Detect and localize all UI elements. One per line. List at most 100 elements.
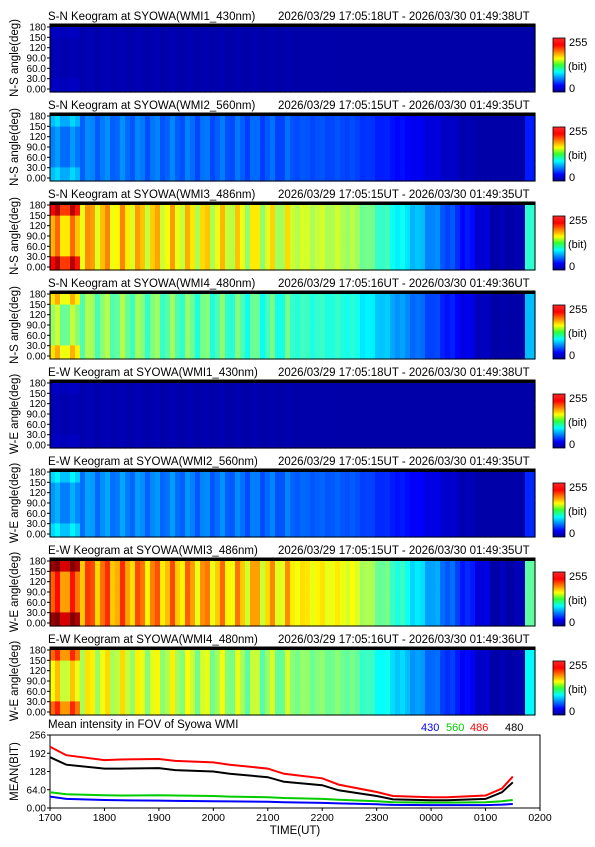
keogram-cell xyxy=(505,428,511,435)
colorbar: 255(bit)0 xyxy=(553,304,587,362)
keogram-cell xyxy=(370,352,376,359)
keogram-cell xyxy=(355,394,361,401)
keogram-cell xyxy=(255,421,261,428)
keogram-cell xyxy=(130,387,136,394)
keogram-cell xyxy=(505,345,511,352)
keogram-cell xyxy=(400,263,406,270)
keogram-cell xyxy=(135,298,141,305)
keogram-cell xyxy=(160,147,166,154)
keogram-cell xyxy=(355,428,361,435)
keogram-cell xyxy=(440,161,446,168)
keogram-cell xyxy=(465,44,471,51)
keogram-cell xyxy=(125,38,131,45)
keogram-cell xyxy=(130,51,136,58)
keogram-cell xyxy=(370,394,376,401)
keogram-ytick-label: 0.00 xyxy=(27,352,47,363)
keogram-cell xyxy=(90,161,96,168)
keogram-cell xyxy=(375,387,381,394)
keogram-cell xyxy=(125,236,131,243)
keogram-cell xyxy=(505,407,511,414)
keogram-panel: S-N Keogram at SYOWA(WMI4_480nm)2026/03/… xyxy=(9,278,587,364)
keogram-cell xyxy=(85,305,91,312)
keogram-cell xyxy=(325,387,331,394)
keogram-cell xyxy=(315,38,321,45)
keogram-cell xyxy=(100,311,106,318)
keogram-cell xyxy=(60,222,66,229)
keogram-cell xyxy=(330,345,336,352)
keogram-cell xyxy=(385,38,391,45)
keogram-cell xyxy=(505,305,511,312)
keogram-cell xyxy=(55,345,61,352)
keogram-cell xyxy=(130,154,136,161)
keogram-cell xyxy=(440,85,446,92)
keogram-cell xyxy=(515,147,521,154)
keogram-cell xyxy=(95,229,101,236)
keogram-cell xyxy=(505,311,511,318)
keogram-cell xyxy=(205,38,211,45)
keogram-cell xyxy=(350,434,356,441)
keogram-cell xyxy=(245,174,251,181)
keogram-cell xyxy=(325,154,331,161)
keogram-cell xyxy=(320,44,326,51)
keogram-cell xyxy=(195,229,201,236)
keogram-cell xyxy=(260,263,266,270)
keogram-cell xyxy=(285,352,291,359)
keogram-cell xyxy=(325,400,331,407)
keogram-cell xyxy=(240,174,246,181)
keogram-cell xyxy=(280,414,286,421)
keogram-cell xyxy=(90,394,96,401)
keogram-cell xyxy=(160,400,166,407)
keogram-cell xyxy=(365,133,371,140)
keogram-cell xyxy=(320,78,326,85)
keogram-cell xyxy=(80,174,86,181)
keogram-cell xyxy=(220,345,226,352)
keogram-cell xyxy=(270,140,276,147)
keogram-cell xyxy=(480,311,486,318)
keogram-cell xyxy=(180,339,186,346)
keogram-cell xyxy=(60,414,66,421)
keogram-cell xyxy=(405,78,411,85)
keogram-cell xyxy=(230,434,236,441)
keogram-cell xyxy=(355,250,361,257)
keogram-cell xyxy=(350,140,356,147)
keogram-cell xyxy=(350,414,356,421)
keogram-cell xyxy=(255,407,261,414)
keogram-cell xyxy=(170,174,176,181)
keogram-cell xyxy=(190,72,196,79)
keogram-cell xyxy=(115,256,121,263)
keogram-cell xyxy=(55,38,61,45)
keogram-cell xyxy=(340,250,346,257)
keogram-cell xyxy=(305,147,311,154)
keogram-cell xyxy=(475,311,481,318)
keogram-cell xyxy=(485,216,491,223)
keogram-cell xyxy=(110,339,116,346)
keogram-cell xyxy=(225,222,231,229)
keogram-cell xyxy=(155,154,161,161)
keogram-cell xyxy=(285,229,291,236)
keogram-cell xyxy=(180,400,186,407)
keogram-cell xyxy=(340,441,346,448)
keogram-cell xyxy=(230,78,236,85)
keogram-cell xyxy=(205,161,211,168)
keogram-cell xyxy=(500,65,506,72)
keogram-cell xyxy=(340,229,346,236)
keogram-cell xyxy=(305,133,311,140)
keogram-cell xyxy=(110,400,116,407)
keogram-cell xyxy=(290,352,296,359)
keogram-cell xyxy=(275,44,281,51)
keogram-cell xyxy=(160,387,166,394)
keogram-cell xyxy=(360,305,366,312)
keogram-cell xyxy=(370,65,376,72)
keogram-cell xyxy=(440,339,446,346)
keogram-cell xyxy=(525,65,531,72)
keogram-cell xyxy=(145,31,151,38)
keogram-cell xyxy=(255,263,261,270)
keogram-cell xyxy=(65,387,71,394)
keogram-cell xyxy=(315,31,321,38)
keogram-title: E-W Keogram at SYOWA(WMI2_560nm) xyxy=(48,456,258,468)
keogram-cell xyxy=(145,441,151,448)
keogram-cell xyxy=(400,51,406,58)
keogram-cell xyxy=(160,229,166,236)
keogram-cell xyxy=(495,72,501,79)
keogram-cell xyxy=(455,400,461,407)
